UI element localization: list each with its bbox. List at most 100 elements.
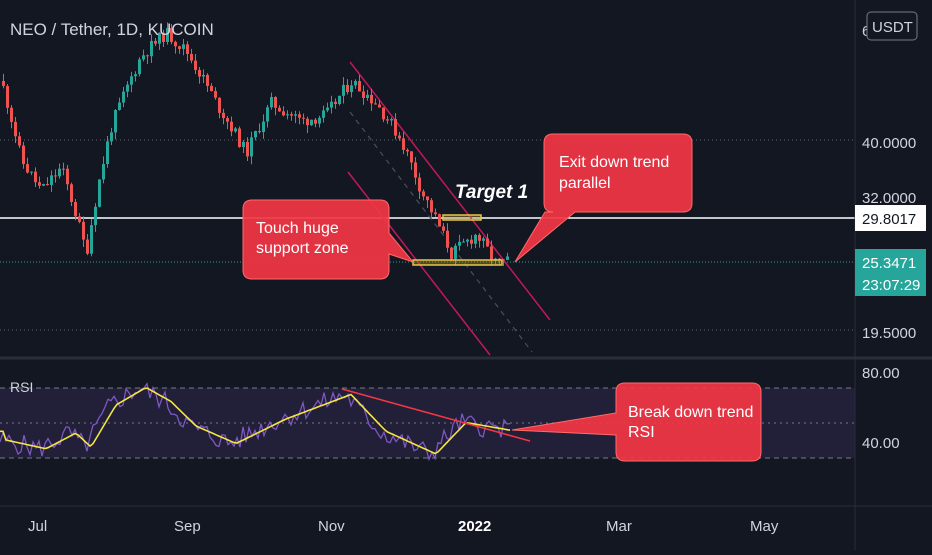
candle-body[interactable] [414,162,417,178]
candle-body[interactable] [14,121,17,137]
candle-body[interactable] [350,85,353,93]
candle-body[interactable] [494,258,497,260]
candle-body[interactable] [454,245,457,259]
candle-body[interactable] [46,184,49,186]
candle-body[interactable] [282,111,285,116]
candle-body[interactable] [422,191,425,197]
candle-body[interactable] [358,81,361,92]
candle-body[interactable] [202,74,205,77]
candle-body[interactable] [290,114,293,116]
candle-body[interactable] [346,84,349,93]
candle-body[interactable] [106,141,109,165]
candle-body[interactable] [310,119,313,126]
candle-body[interactable] [166,28,169,42]
candle-body[interactable] [126,84,129,92]
candle-body[interactable] [110,132,113,142]
candle-body[interactable] [222,112,225,119]
candle-body[interactable] [22,145,25,165]
candle-body[interactable] [182,44,185,49]
candle-body[interactable] [218,97,221,113]
candle-body[interactable] [94,206,97,226]
candle-body[interactable] [194,60,197,70]
candle-body[interactable] [298,114,301,118]
candle-body[interactable] [462,241,465,243]
candle-body[interactable] [170,28,173,42]
candle-body[interactable] [470,239,473,244]
candle-body[interactable] [34,171,37,183]
candle-body[interactable] [62,168,65,170]
target-zone-box[interactable] [442,214,482,221]
candle-body[interactable] [410,151,413,163]
candle-body[interactable] [74,201,77,217]
candle-body[interactable] [478,234,481,241]
candle-body[interactable] [498,258,501,260]
candle-body[interactable] [210,85,213,92]
candle-body[interactable] [142,55,145,60]
candle-body[interactable] [506,256,509,260]
candle-body[interactable] [266,107,269,122]
candle-body[interactable] [502,259,505,261]
candle-body[interactable] [270,97,273,108]
candle-body[interactable] [150,40,153,57]
candle-body[interactable] [254,131,257,138]
candle-body[interactable] [2,80,5,86]
candle-body[interactable] [354,81,357,86]
candle-body[interactable] [314,119,317,124]
candle-body[interactable] [386,119,389,121]
candle-body[interactable] [390,118,393,121]
candle-body[interactable] [426,196,429,201]
candle-body[interactable] [158,32,161,44]
candle-body[interactable] [442,226,445,231]
candle-body[interactable] [242,141,245,148]
candle-body[interactable] [154,40,157,44]
candle-body[interactable] [286,114,289,116]
callout-exit[interactable]: Exit down trend parallel [514,133,693,263]
candle-body[interactable] [42,184,45,186]
candle-body[interactable] [438,214,441,227]
candle-body[interactable] [186,44,189,54]
candle-body[interactable] [334,101,337,105]
candle-body[interactable] [482,238,485,241]
candle-body[interactable] [294,114,297,116]
candle-body[interactable] [26,164,29,173]
candle-body[interactable] [418,177,421,192]
candle-body[interactable] [38,182,41,186]
candle-body[interactable] [190,53,193,61]
candle-body[interactable] [134,74,137,77]
rsi-trend-line[interactable] [341,388,531,442]
candle-body[interactable] [466,239,469,242]
candle-body[interactable] [382,107,385,120]
hline-price-badge[interactable] [855,205,926,231]
candle-body[interactable] [214,91,217,98]
candle-body[interactable] [486,238,489,247]
candle-body[interactable] [178,46,181,49]
candle-body[interactable] [306,118,309,126]
candle-body[interactable] [326,107,329,111]
candle-body[interactable] [250,137,253,157]
candle-body[interactable] [90,225,93,254]
candle-body[interactable] [450,247,453,259]
candle-body[interactable] [434,212,437,215]
candle-body[interactable] [66,168,69,185]
candle-body[interactable] [130,76,133,85]
rsi-label[interactable]: RSI [10,379,33,395]
candle-body[interactable] [174,41,177,47]
candle-body[interactable] [226,118,229,122]
candle-body[interactable] [330,101,333,108]
candle-body[interactable] [138,59,141,75]
candle-body[interactable] [406,149,409,152]
candle-body[interactable] [402,138,405,150]
candle-body[interactable] [318,117,321,124]
candle-body[interactable] [322,110,325,118]
candle-body[interactable] [374,103,377,105]
candle-body[interactable] [114,109,117,133]
candle-body[interactable] [398,135,401,139]
candle-body[interactable] [370,94,373,104]
candle-body[interactable] [230,121,233,132]
candle-body[interactable] [118,102,121,110]
candle-body[interactable] [378,104,381,108]
candle-body[interactable] [274,97,277,108]
currency-button[interactable]: USDT [866,11,918,41]
candle-body[interactable] [446,230,449,248]
callout-support[interactable]: Touch huge support zone [242,199,415,280]
